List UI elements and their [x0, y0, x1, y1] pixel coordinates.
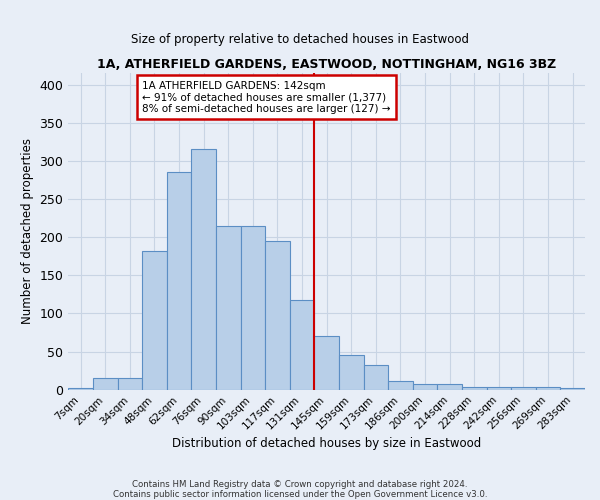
Bar	[93, 378, 118, 390]
Bar	[388, 382, 413, 390]
Bar	[118, 378, 142, 390]
Bar	[216, 226, 241, 390]
Text: Contains public sector information licensed under the Open Government Licence v3: Contains public sector information licen…	[113, 490, 487, 499]
Bar	[364, 364, 388, 390]
Bar	[339, 356, 364, 390]
Text: Size of property relative to detached houses in Eastwood: Size of property relative to detached ho…	[131, 32, 469, 46]
Bar	[241, 226, 265, 390]
Bar	[191, 150, 216, 390]
Title: 1A, ATHERFIELD GARDENS, EASTWOOD, NOTTINGHAM, NG16 3BZ: 1A, ATHERFIELD GARDENS, EASTWOOD, NOTTIN…	[97, 58, 556, 70]
Bar	[142, 251, 167, 390]
Bar	[290, 300, 314, 390]
Text: 1A ATHERFIELD GARDENS: 142sqm
← 91% of detached houses are smaller (1,377)
8% of: 1A ATHERFIELD GARDENS: 142sqm ← 91% of d…	[142, 80, 391, 114]
Bar	[437, 384, 462, 390]
Bar	[413, 384, 437, 390]
Bar	[511, 386, 536, 390]
Bar	[560, 388, 585, 390]
Bar	[314, 336, 339, 390]
X-axis label: Distribution of detached houses by size in Eastwood: Distribution of detached houses by size …	[172, 437, 481, 450]
Text: Contains HM Land Registry data © Crown copyright and database right 2024.: Contains HM Land Registry data © Crown c…	[132, 480, 468, 489]
Y-axis label: Number of detached properties: Number of detached properties	[21, 138, 34, 324]
Bar	[462, 386, 487, 390]
Bar	[265, 241, 290, 390]
Bar	[536, 388, 560, 390]
Bar	[487, 386, 511, 390]
Bar	[167, 172, 191, 390]
Bar	[68, 388, 93, 390]
